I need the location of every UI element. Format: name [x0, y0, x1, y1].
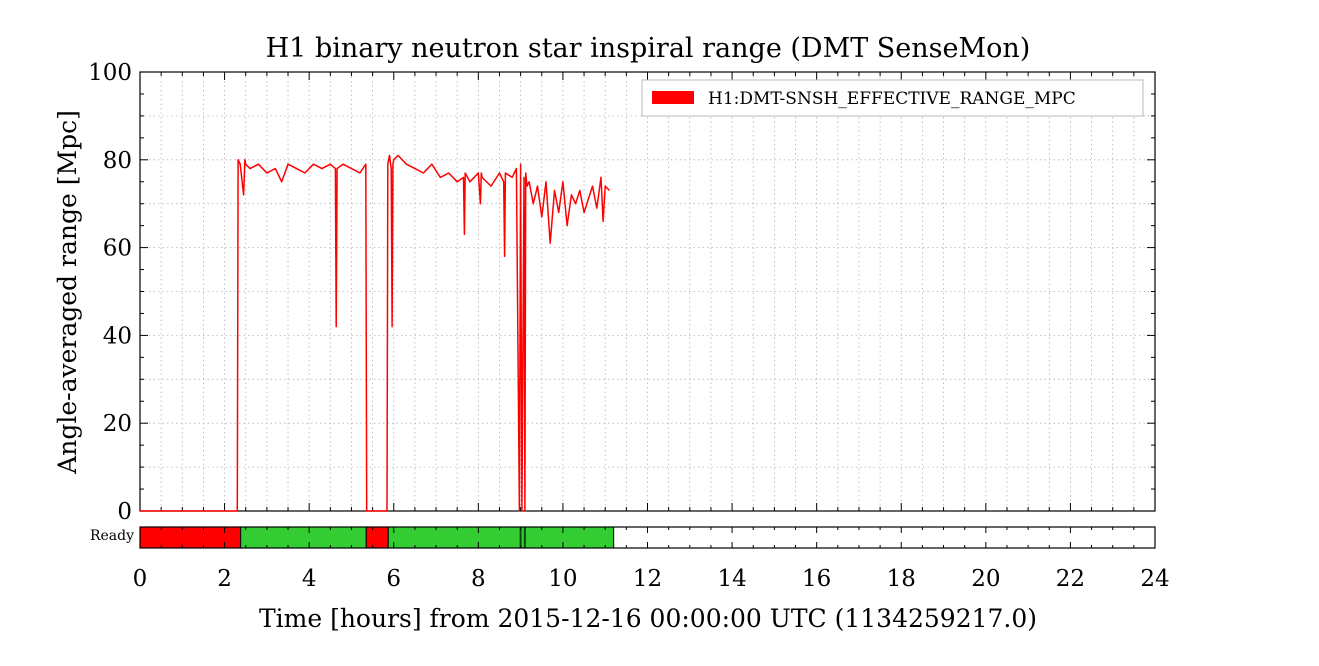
grid — [140, 72, 1155, 511]
axis-ticks — [139, 71, 1156, 512]
state-bar: Ready — [90, 526, 1156, 549]
y-tick-label: 0 — [117, 499, 132, 525]
x-tick-label: 22 — [1056, 566, 1085, 592]
state-bar-label: Ready — [90, 528, 134, 544]
chart-title: H1 binary neutron star inspiral range (D… — [266, 33, 1031, 64]
y-tick-labels: 0 20 40 60 80 100 — [88, 60, 132, 525]
y-tick-label: 80 — [103, 148, 132, 174]
x-tick-label: 12 — [633, 566, 662, 592]
x-tick-label: 2 — [217, 566, 232, 592]
legend-box — [641, 79, 1144, 117]
state-segments — [139, 526, 615, 549]
x-tick-label: 4 — [302, 566, 317, 592]
series-group — [140, 154, 610, 512]
series-line — [140, 154, 610, 512]
legend-label: H1:DMT-SNSH_EFFECTIVE_RANGE_MPC — [708, 89, 1076, 109]
x-tick-label: 0 — [133, 566, 148, 592]
y-tick-label: 40 — [103, 323, 132, 349]
x-tick-label: 8 — [471, 566, 486, 592]
state-segment — [240, 526, 367, 549]
y-tick-label: 100 — [88, 60, 132, 86]
y-tick-label: 60 — [103, 236, 132, 262]
legend: H1:DMT-SNSH_EFFECTIVE_RANGE_MPC — [641, 79, 1144, 117]
x-tick-label: 18 — [887, 566, 916, 592]
x-tick-labels: 0 2 4 6 8 10 12 14 16 18 20 22 24 — [133, 566, 1170, 592]
x-tick-label: 10 — [548, 566, 577, 592]
state-segment — [365, 526, 389, 549]
x-tick-label: 20 — [971, 566, 1000, 592]
x-tick-label: 16 — [802, 566, 831, 592]
y-tick-label: 20 — [103, 411, 132, 437]
legend-swatch — [652, 91, 694, 104]
state-segment — [139, 526, 242, 549]
y-axis-label: Angle-averaged range [Mpc] — [53, 110, 82, 475]
x-axis-label: Time [hours] from 2015-12-16 00:00:00 UT… — [259, 604, 1037, 633]
x-tick-label: 6 — [386, 566, 401, 592]
state-bar-ticks — [139, 527, 1156, 548]
state-segment — [387, 526, 615, 549]
x-tick-label: 14 — [717, 566, 746, 592]
plot-area — [139, 71, 1156, 512]
x-tick-label: 24 — [1140, 566, 1169, 592]
